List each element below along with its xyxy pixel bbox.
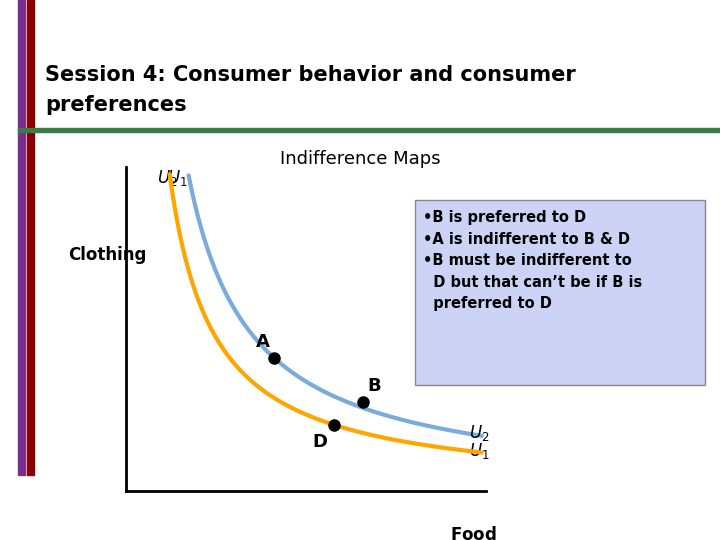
Text: $\mathbf{Food}$: $\mathbf{Food}$ (450, 526, 497, 540)
Text: $U_1$: $U_1$ (469, 441, 490, 461)
Bar (18, 128, 720, 132)
Text: $U_2$: $U_2$ (469, 423, 490, 443)
Text: preferences: preferences (45, 95, 186, 115)
Bar (27, 0, 34, 475)
FancyBboxPatch shape (415, 200, 705, 385)
Text: $\mathbf{B}$: $\mathbf{B}$ (367, 377, 382, 395)
Text: $\mathbf{A}$: $\mathbf{A}$ (255, 333, 271, 350)
Text: •B is preferred to D
•A is indifferent to B & D
•B must be indifferent to
  D bu: •B is preferred to D •A is indifferent t… (423, 210, 642, 312)
Text: $U_1$: $U_1$ (168, 167, 188, 187)
Bar (18, 0, 25, 475)
Text: Session 4: Consumer behavior and consumer: Session 4: Consumer behavior and consume… (45, 65, 576, 85)
Text: $U_2$: $U_2$ (158, 167, 178, 187)
Text: $\mathbf{D}$: $\mathbf{D}$ (312, 433, 328, 451)
Text: Indifference Maps: Indifference Maps (279, 150, 441, 168)
Text: Clothing: Clothing (68, 246, 146, 264)
